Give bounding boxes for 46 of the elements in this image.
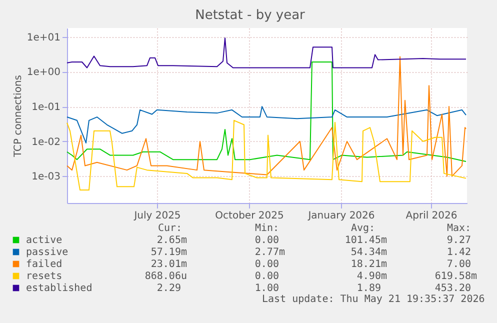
text: 0.00 [254,271,279,282]
text: 0.00 [254,235,279,246]
text: Max: [447,223,472,234]
y-axis-title: TCP connections [12,74,24,158]
text: 1.89 [356,283,381,294]
chart-title: Netstat - by year [195,8,306,23]
text: 57.19m [150,247,187,258]
y-tick-label: 1e+00 [26,67,60,78]
x-tick-label: April 2026 [406,210,458,222]
text: 453.20 [434,283,471,294]
text: 2.29 [156,283,181,294]
line-series [66,106,466,144]
line-series [66,62,466,162]
text: 101.45m [344,235,387,246]
x-tick-label: July 2025 [133,210,181,222]
line-series [66,37,466,68]
text: 9.27 [446,235,471,246]
text: 54.34m [350,247,387,258]
x-tick-label: January 2026 [307,210,375,222]
text: 7.00 [446,259,471,270]
text: Min: [255,223,280,234]
text: 2.65m [156,235,187,246]
legend-label: established [26,283,92,294]
text: 868.06u [144,271,187,282]
legend-label: failed [26,259,62,270]
text: 18.21m [350,259,387,270]
legend-label: passive [26,247,68,258]
legend-label: active [26,235,62,246]
text: 1.00 [254,283,279,294]
text: Avg: [351,223,376,234]
text: 619.58m [434,271,477,282]
text: 0.00 [254,259,279,270]
line-series [66,120,466,191]
y-tick-label: 1e-03 [32,172,60,183]
text: Last update: Thu May 21 19:35:37 2026 [262,294,485,305]
y-tick-label: 1e-02 [32,136,60,148]
text: 4.90m [356,271,387,282]
y-tick-label: 1e+01 [26,32,60,44]
line-series [66,56,466,177]
x-tick-label: October 2025 [215,210,284,222]
y-tick-label: 1e-01 [32,102,60,114]
legend-label: resets [26,271,62,282]
text: 2.77m [254,247,285,258]
text: 1.42 [446,247,471,258]
text: Cur: [158,223,182,234]
text: 23.01m [150,259,187,270]
